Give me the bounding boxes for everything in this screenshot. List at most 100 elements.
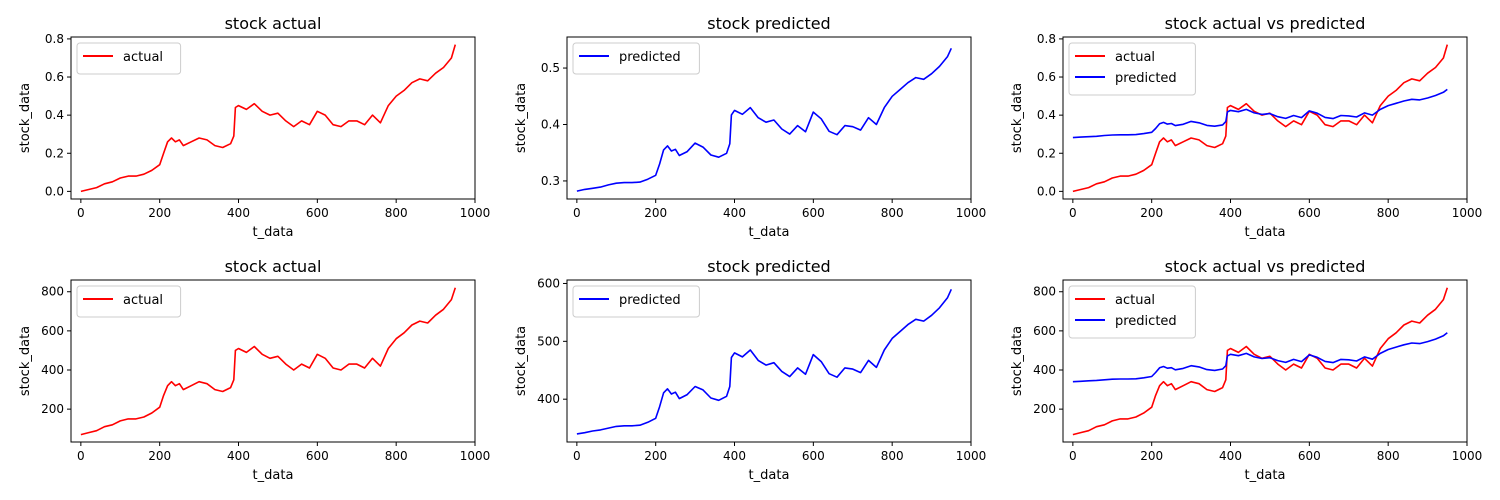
y-axis-label: stock_data	[18, 326, 33, 396]
y-tick-label: 800	[1033, 285, 1056, 299]
y-axis-label: stock_data	[514, 83, 529, 153]
x-tick-label: 800	[881, 206, 904, 220]
chart-title: stock predicted	[707, 14, 830, 33]
x-tick-label: 800	[385, 449, 408, 463]
y-tick-label: 200	[1033, 402, 1056, 416]
y-tick-label: 0.0	[1037, 184, 1056, 198]
x-axis-label: t_data	[253, 468, 294, 483]
x-axis-label: t_data	[1245, 225, 1286, 240]
legend-label-actual: actual	[123, 293, 163, 308]
chart-title: stock actual vs predicted	[1165, 257, 1366, 276]
y-tick-label: 600	[537, 276, 560, 290]
series-line-predicted	[576, 47, 953, 192]
x-tick-label: 0	[77, 206, 85, 220]
y-tick-label: 400	[537, 392, 560, 406]
y-axis-label: stock_data	[1010, 326, 1025, 396]
y-tick-label: 0.8	[1037, 32, 1056, 46]
y-tick-label: 0.0	[45, 184, 64, 198]
x-tick-label: 200	[644, 449, 667, 463]
y-tick-label: 0.6	[1037, 70, 1056, 84]
x-tick-label: 400	[1219, 449, 1242, 463]
chart-title: stock actual	[225, 257, 322, 276]
x-tick-label: 400	[1219, 206, 1242, 220]
chart-4: stock actual 0 200 400 600 800 1000 200 400 600 80…	[18, 257, 490, 483]
axes-frame	[1062, 279, 1468, 443]
x-tick-label: 400	[227, 449, 250, 463]
series-line-predicted	[1072, 88, 1448, 139]
x-axis-label: t_data	[1245, 468, 1286, 483]
x-tick-label: 600	[802, 206, 825, 220]
legend-label-predicted: predicted	[619, 50, 681, 65]
series-line-actual	[1072, 287, 1449, 436]
series-line-actual	[1072, 44, 1449, 193]
x-tick-label: 200	[644, 206, 667, 220]
x-tick-label: 400	[723, 449, 746, 463]
legend-label-predicted: predicted	[619, 293, 681, 308]
y-tick-label: 0.4	[541, 117, 560, 131]
x-tick-label: 600	[802, 449, 825, 463]
x-tick-label: 200	[148, 449, 171, 463]
x-tick-label: 200	[148, 206, 171, 220]
x-tick-label: 1000	[460, 449, 491, 463]
x-tick-label: 0	[77, 449, 85, 463]
x-axis-label: t_data	[749, 225, 790, 240]
chart-1: stock actual 0 200 400 600 800 1000 0.0 0.2 0.4 0.…	[18, 14, 490, 240]
x-tick-label: 800	[881, 449, 904, 463]
y-tick-label: 800	[41, 285, 64, 299]
series-line-actual	[80, 287, 457, 436]
legend-box	[76, 285, 182, 318]
series-line-predicted	[576, 288, 953, 435]
x-tick-label: 0	[1069, 449, 1077, 463]
axes-frame	[70, 36, 476, 200]
x-tick-label: 200	[1140, 206, 1163, 220]
series-line-actual	[80, 44, 457, 193]
legend: predicted	[572, 285, 700, 318]
axes-frame	[1062, 36, 1468, 200]
y-axis-label: stock_data	[514, 326, 529, 396]
series-line-predicted	[1072, 332, 1448, 383]
y-tick-label: 500	[537, 334, 560, 348]
x-tick-label: 0	[573, 449, 581, 463]
chart-2: stock predicted 0 200 400 600 800 1000 0.3 0.4 0.…	[514, 14, 986, 240]
x-tick-label: 400	[723, 206, 746, 220]
y-tick-label: 0.2	[45, 146, 64, 160]
legend-label-predicted: predicted	[1115, 314, 1177, 329]
legend-box	[572, 285, 700, 318]
legend: actual predicted	[1068, 285, 1196, 339]
x-tick-label: 1000	[460, 206, 491, 220]
y-tick-label: 400	[41, 363, 64, 377]
x-axis-label: t_data	[253, 225, 294, 240]
x-tick-label: 800	[385, 206, 408, 220]
axes-frame	[566, 36, 972, 200]
chart-title: stock actual	[225, 14, 322, 33]
legend: actual predicted	[1068, 42, 1196, 96]
x-tick-label: 1000	[1452, 206, 1483, 220]
chart-6: stock actual vs predicted 0 200 400 600 800 10…	[1010, 257, 1482, 483]
x-tick-label: 400	[227, 206, 250, 220]
x-tick-label: 0	[573, 206, 581, 220]
y-tick-label: 200	[41, 402, 64, 416]
y-axis-label: stock_data	[18, 83, 33, 153]
y-tick-label: 0.5	[541, 61, 560, 75]
y-axis-label: stock_data	[1010, 83, 1025, 153]
x-tick-label: 600	[1298, 206, 1321, 220]
x-tick-label: 1000	[1452, 449, 1483, 463]
x-tick-label: 1000	[956, 449, 987, 463]
x-tick-label: 0	[1069, 206, 1077, 220]
chart-title: stock predicted	[707, 257, 830, 276]
y-tick-label: 400	[1033, 363, 1056, 377]
x-tick-label: 600	[306, 449, 329, 463]
axes-frame	[70, 279, 476, 443]
y-tick-label: 0.6	[45, 70, 64, 84]
legend-label-actual: actual	[1115, 50, 1155, 65]
y-tick-label: 600	[1033, 324, 1056, 338]
x-axis-label: t_data	[749, 468, 790, 483]
x-tick-label: 1000	[956, 206, 987, 220]
y-tick-label: 600	[41, 324, 64, 338]
y-tick-label: 0.2	[1037, 146, 1056, 160]
legend-box	[76, 42, 182, 75]
y-tick-label: 0.4	[1037, 108, 1056, 122]
x-tick-label: 200	[1140, 449, 1163, 463]
y-tick-label: 0.8	[45, 32, 64, 46]
legend-label-actual: actual	[1115, 293, 1155, 308]
